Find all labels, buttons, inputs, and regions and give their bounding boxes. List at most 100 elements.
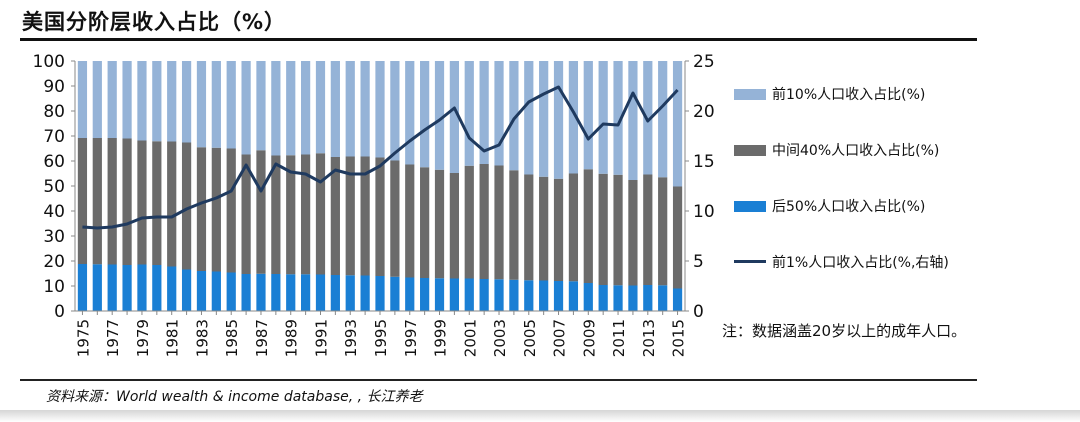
y-left-tick-label: 0 [54, 302, 65, 322]
bar-top10 [524, 61, 534, 175]
bar-middle40 [107, 138, 117, 265]
bar-bottom50 [583, 283, 593, 311]
bar-bottom50 [390, 276, 400, 311]
bar-bottom50 [196, 271, 207, 311]
bar-bottom50 [494, 279, 504, 311]
y-left-tick-label: 100 [33, 52, 65, 72]
y-left-tick-label: 10 [43, 277, 65, 297]
legend-swatch-bottom50 [734, 201, 766, 212]
bar-middle40 [658, 177, 668, 286]
bar-bottom50 [77, 264, 88, 311]
bar-top10 [107, 61, 117, 138]
bar-top10 [301, 61, 311, 155]
source-text: 资料来源：World wealth & income database, , 长… [46, 389, 423, 405]
bar-middle40 [479, 164, 489, 279]
bar-middle40 [390, 160, 400, 277]
y-left-tick-label: 40 [43, 202, 65, 222]
bar-bottom50 [301, 274, 311, 311]
bars-layer [77, 61, 683, 311]
bar-top10 [77, 61, 88, 138]
bar-bottom50 [226, 272, 236, 311]
y-right-tick-label: 20 [693, 102, 715, 122]
bar-middle40 [256, 150, 266, 274]
bar-bottom50 [330, 275, 340, 311]
y-left-tick-label: 80 [43, 102, 65, 122]
bar-bottom50 [553, 281, 564, 311]
chart-note: 注：数据涵盖20岁以上的成年人口。 [722, 322, 967, 340]
bar-middle40 [598, 173, 608, 285]
legend-line-top1 [734, 260, 766, 263]
bar-middle40 [152, 141, 162, 265]
bar-middle40 [405, 164, 415, 278]
bar-middle40 [271, 155, 281, 274]
y-left-tick-label: 20 [43, 252, 65, 272]
bar-middle40 [301, 154, 311, 275]
bar-top10 [449, 61, 459, 173]
bar-bottom50 [658, 285, 668, 311]
bar-middle40 [553, 178, 564, 281]
bar-top10 [464, 61, 474, 166]
bar-top10 [122, 61, 132, 139]
y-left-tick-label: 50 [43, 177, 65, 197]
bar-top10 [375, 61, 385, 158]
bar-bottom50 [405, 277, 415, 311]
bar-bottom50 [598, 285, 608, 311]
bar-middle40 [672, 186, 683, 289]
x-tick-label: 1979 [134, 319, 152, 357]
source-rule [20, 379, 977, 381]
bar-middle40 [613, 174, 623, 286]
bar-bottom50 [434, 278, 445, 311]
x-tick-label: 1977 [104, 319, 122, 357]
legend-label-top1: 前1%人口收入占比(%,右轴) [772, 255, 949, 271]
bar-bottom50 [509, 279, 519, 311]
y-right-tick-label: 25 [693, 52, 715, 72]
bar-bottom50 [464, 278, 474, 311]
x-tick-label: 1989 [283, 319, 301, 357]
bar-bottom50 [271, 274, 281, 311]
bar-top10 [509, 61, 519, 171]
x-tick-label: 1981 [164, 319, 182, 357]
bar-top10 [226, 61, 236, 149]
bar-bottom50 [420, 278, 430, 311]
bar-middle40 [434, 169, 445, 279]
title-rule [20, 38, 977, 41]
x-tick-label: 1975 [74, 319, 92, 357]
bar-middle40 [315, 153, 326, 275]
bar-top10 [256, 61, 266, 151]
bar-middle40 [241, 154, 251, 274]
bar-middle40 [494, 165, 504, 280]
legend-swatch-top10 [734, 89, 766, 100]
bar-bottom50 [167, 266, 177, 311]
bar-middle40 [345, 156, 355, 276]
bar-top10 [658, 61, 668, 178]
bar-top10 [583, 61, 593, 170]
bar-bottom50 [137, 264, 147, 311]
bar-top10 [568, 61, 579, 174]
y-right-tick-label: 5 [693, 252, 704, 272]
bar-top10 [613, 61, 623, 175]
bar-middle40 [524, 174, 534, 281]
bar-middle40 [286, 155, 296, 275]
bar-middle40 [643, 174, 653, 285]
bar-top10 [598, 61, 608, 174]
bar-bottom50 [92, 264, 102, 311]
bottom-shadow [0, 410, 1080, 422]
y-left-tick-label: 60 [43, 152, 65, 172]
x-tick-label: 2001 [461, 319, 479, 357]
bar-middle40 [77, 138, 88, 264]
bar-top10 [643, 61, 653, 175]
x-tick-label: 2015 [670, 319, 688, 357]
bar-top10 [345, 61, 355, 157]
bar-bottom50 [643, 285, 653, 311]
bar-top10 [92, 61, 102, 138]
bar-bottom50 [107, 264, 117, 311]
bar-middle40 [583, 169, 593, 283]
y-left-tick-label: 70 [43, 127, 65, 147]
x-tick-label: 2009 [580, 319, 598, 357]
bar-top10 [196, 61, 207, 148]
bar-bottom50 [479, 279, 489, 311]
bar-middle40 [420, 167, 430, 278]
y-right-tick-label: 10 [693, 202, 715, 222]
bar-top10 [479, 61, 489, 164]
bar-top10 [181, 61, 192, 143]
